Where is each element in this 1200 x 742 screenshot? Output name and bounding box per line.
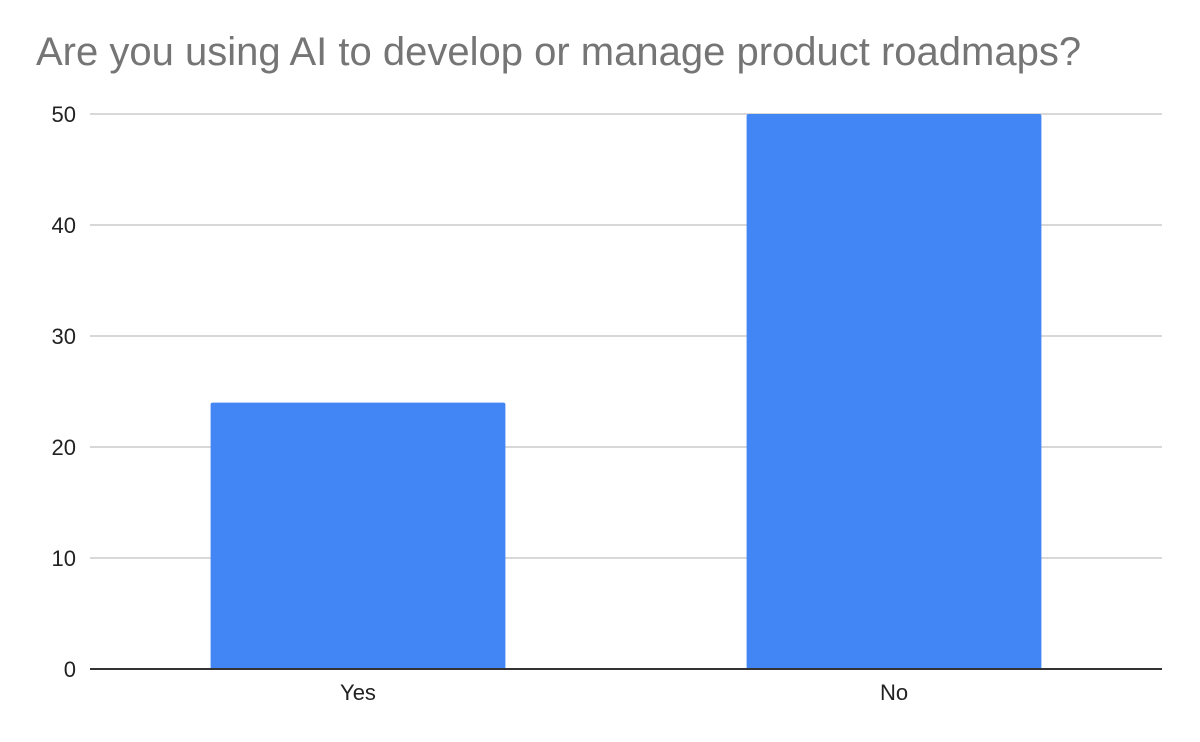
y-tick-label: 40	[52, 213, 76, 238]
y-tick-label: 10	[52, 546, 76, 571]
y-tick-label: 20	[52, 435, 76, 460]
bar-layer	[210, 114, 1042, 669]
axis-layer: 0 10 20 30 40 50 Yes No	[52, 102, 1162, 705]
chart-title: Are you using AI to develop or manage pr…	[36, 30, 1082, 74]
x-tick-label: No	[880, 680, 908, 705]
bar-no	[746, 114, 1042, 669]
y-tick-label: 0	[64, 657, 76, 682]
bar-yes	[210, 402, 506, 669]
y-tick-label: 30	[52, 324, 76, 349]
y-tick-label: 50	[52, 102, 76, 127]
x-tick-label: Yes	[340, 680, 376, 705]
